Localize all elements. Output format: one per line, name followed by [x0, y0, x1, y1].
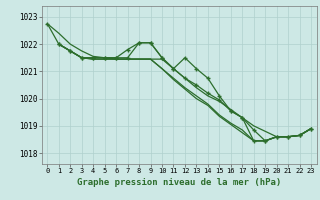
X-axis label: Graphe pression niveau de la mer (hPa): Graphe pression niveau de la mer (hPa) [77, 178, 281, 187]
